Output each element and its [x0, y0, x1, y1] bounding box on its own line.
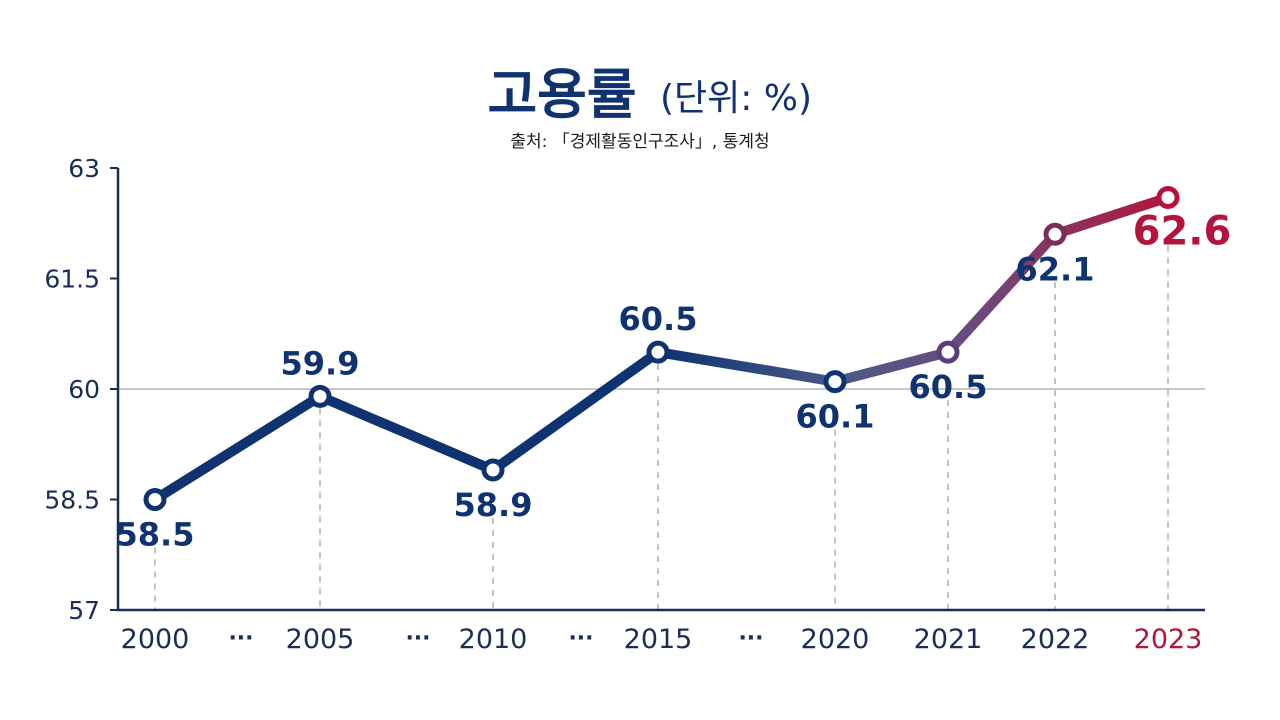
x-ellipsis: ··· — [228, 626, 253, 651]
data-point — [646, 340, 670, 364]
y-tick-label: 58.5 — [44, 486, 100, 515]
chart-title-group: 고용률 (단위: %) 출처: 「경제활동인구조사」, 통계청 — [487, 63, 812, 152]
plot-area: 57 58.5 60 61.5 63 2000 2005 2010 2015 2020 2021 20… — [44, 154, 1231, 655]
data-point — [1043, 222, 1067, 246]
x-tick-label: 2020 — [801, 624, 870, 655]
x-tick-label: 2021 — [914, 624, 983, 655]
data-label: 58.9 — [454, 486, 533, 524]
data-point — [1156, 185, 1180, 209]
data-label: 59.9 — [281, 344, 360, 382]
x-tick-label: 2005 — [286, 624, 355, 655]
x-tick-label: 2000 — [121, 624, 190, 655]
data-label: 62.1 — [1016, 250, 1095, 288]
x-tick-label: 2022 — [1021, 624, 1090, 655]
data-label: 60.5 — [909, 368, 988, 406]
data-point — [143, 488, 167, 511]
data-label: 62.6 — [1133, 208, 1232, 254]
x-ellipsis: ··· — [405, 626, 430, 651]
chart-source: 출처: 「경제활동인구조사」, 통계청 — [510, 132, 769, 152]
data-label: 60.5 — [619, 300, 698, 338]
x-ellipsis: ··· — [568, 626, 593, 651]
y-tick-label: 60 — [68, 375, 100, 404]
chart-unit: (단위: %) — [660, 78, 812, 119]
y-tick-label: 61.5 — [44, 265, 100, 294]
data-point — [308, 384, 332, 408]
data-point — [936, 340, 960, 364]
y-tick-label: 57 — [68, 596, 100, 625]
data-label: 58.5 — [116, 516, 195, 554]
y-tick-label: 63 — [68, 154, 100, 183]
x-tick-label: 2010 — [459, 624, 528, 655]
data-label: 60.1 — [796, 398, 875, 436]
data-line-series — [150, 347, 663, 505]
x-ellipsis: ··· — [738, 626, 763, 651]
x-tick-label: 2023 — [1134, 624, 1203, 655]
data-line-series-highlight — [653, 192, 1173, 387]
data-point — [481, 458, 505, 482]
chart-title: 고용률 — [487, 63, 636, 126]
data-point — [823, 370, 847, 394]
x-tick-label: 2015 — [624, 624, 693, 655]
